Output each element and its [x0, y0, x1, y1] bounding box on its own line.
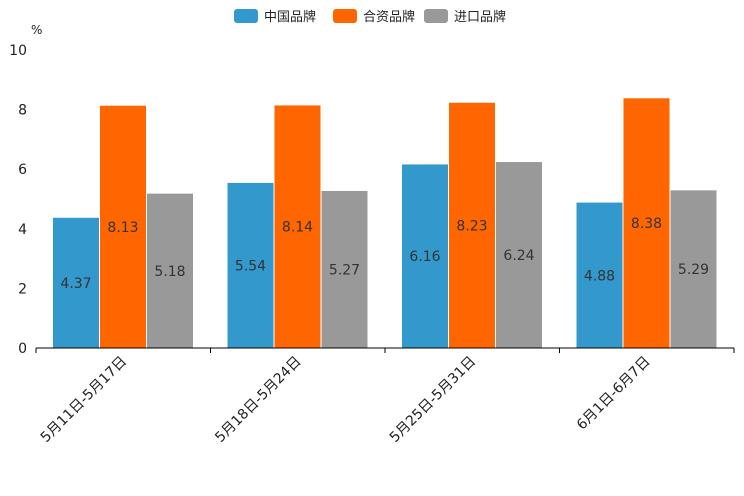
legend-label: 中国品牌 — [264, 9, 316, 25]
data-label: 5.18 — [154, 264, 185, 280]
data-label: 4.37 — [60, 276, 91, 292]
x-category-label: 5月11日-5月17日 — [38, 354, 130, 446]
data-label: 6.16 — [409, 249, 440, 265]
legend: 中国品牌 合资品牌 进口品牌 — [234, 9, 506, 25]
x-category-label: 5月25日-5月31日 — [387, 354, 479, 446]
y-axis-unit-label: % — [31, 23, 42, 37]
data-label: 8.14 — [282, 220, 313, 236]
y-tick-label: 8 — [18, 103, 27, 119]
bar — [623, 98, 670, 348]
data-label: 6.24 — [503, 248, 534, 264]
data-label: 5.29 — [678, 262, 709, 278]
legend-label: 进口品牌 — [454, 9, 506, 25]
bar — [100, 105, 146, 348]
data-label: 8.38 — [631, 216, 662, 232]
bar — [449, 102, 495, 348]
bars — [53, 98, 717, 348]
legend-swatch — [333, 9, 357, 23]
x-category-label: 5月18日-5月24日 — [212, 354, 304, 446]
x-axis: 5月11日-5月17日 5月18日-5月24日 5月25日-5月31日 6月1日-6月… — [35, 347, 735, 446]
legend-swatch — [234, 9, 258, 23]
legend-swatch — [424, 9, 448, 23]
y-tick-label: 10 — [9, 43, 27, 59]
legend-label: 合资品牌 — [363, 9, 415, 25]
bar — [576, 202, 623, 348]
data-label: 8.13 — [107, 220, 138, 236]
bar — [670, 190, 717, 348]
legend-item[interactable]: 进口品牌 — [424, 9, 506, 25]
bar — [496, 162, 542, 348]
bar — [147, 193, 193, 348]
data-label: 5.27 — [329, 262, 360, 278]
legend-item[interactable]: 中国品牌 — [234, 9, 316, 25]
bar — [274, 105, 321, 348]
legend-item[interactable]: 合资品牌 — [333, 9, 415, 25]
bar — [227, 182, 274, 348]
y-tick-label: 0 — [18, 341, 27, 357]
y-tick-label: 4 — [18, 222, 27, 238]
data-label: 5.54 — [235, 258, 266, 274]
data-labels: 4.37 8.13 5.18 5.54 8.14 5.27 6.16 8.23 6.24 4.88… — [60, 216, 709, 292]
data-label: 8.23 — [456, 218, 487, 234]
y-tick-label: 6 — [18, 162, 27, 178]
y-tick-label: 2 — [18, 281, 27, 297]
bar — [321, 190, 368, 348]
data-label: 4.88 — [584, 268, 615, 284]
y-axis-ticks: 0 2 4 6 8 10 — [9, 43, 27, 357]
bar — [402, 164, 448, 348]
bar — [53, 217, 99, 348]
x-category-label: 6月1日-6月7日 — [574, 354, 654, 434]
